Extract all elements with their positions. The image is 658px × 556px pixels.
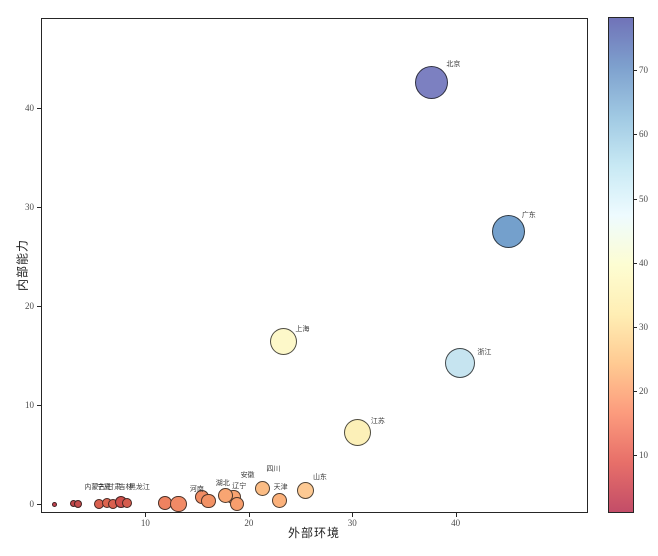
- data-bubble-山东: [297, 481, 315, 499]
- data-bubble-浙江: [444, 347, 475, 378]
- bubble-label: 江苏: [370, 416, 385, 425]
- y-tick-mark: [37, 108, 41, 110]
- data-bubble-天津: [272, 492, 288, 508]
- data-bubble-上海: [270, 328, 298, 356]
- data-bubble: [201, 493, 216, 509]
- data-bubble-北京: [415, 65, 449, 99]
- data-bubble-黑龙江: [121, 498, 132, 509]
- data-bubble-四川: [254, 480, 270, 496]
- data-bubble: [170, 495, 187, 513]
- colorbar-tick-mark: [634, 455, 637, 457]
- data-bubble-广东: [491, 215, 525, 249]
- bubble-label: 内蒙古: [84, 483, 106, 492]
- colorbar-tick-label: 10: [639, 450, 648, 461]
- x-tick-mark: [248, 513, 250, 517]
- y-tick-label: 30: [25, 202, 34, 213]
- bubble-label: 黑龙江: [128, 483, 150, 492]
- colorbar-tick-label: 70: [639, 65, 648, 76]
- y-tick-mark: [37, 207, 41, 209]
- bubble-label: 甘肃: [107, 483, 122, 492]
- colorbar-tick-mark: [634, 391, 637, 393]
- bubble-label: 宁夏: [96, 483, 111, 492]
- data-bubble-湖北: [217, 487, 233, 503]
- colorbar-tick-label: 50: [639, 193, 648, 204]
- bubble-label: 广东: [521, 211, 536, 219]
- data-bubble: [74, 500, 83, 509]
- bubble-label: 吉林: [118, 483, 133, 492]
- y-axis-label: 内部能力: [15, 238, 30, 292]
- x-tick-mark: [352, 513, 354, 517]
- data-bubble-江苏: [343, 419, 371, 447]
- colorbar-tick-label: 30: [639, 321, 648, 332]
- colorbar-tick-mark: [634, 262, 637, 264]
- colorbar-tick-mark: [634, 326, 637, 328]
- x-tick-label: 30: [347, 518, 357, 528]
- y-tick-mark: [37, 405, 41, 407]
- bubble-label: 天津: [273, 483, 288, 492]
- data-bubble: [51, 501, 57, 507]
- bubble-label: 北京: [446, 59, 461, 68]
- x-tick-mark: [455, 513, 457, 517]
- y-tick-label: 40: [25, 103, 34, 114]
- bubble-label: 山东: [312, 473, 327, 482]
- colorbar-tick-label: 20: [639, 386, 648, 397]
- y-tick-label: 0: [29, 499, 35, 510]
- bubble-label: 河南: [189, 485, 204, 494]
- y-tick-label: 20: [25, 301, 34, 312]
- y-tick-mark: [37, 306, 41, 308]
- colorbar-tick-mark: [634, 70, 637, 72]
- x-tick-mark: [145, 513, 147, 517]
- x-tick-label: 20: [244, 518, 254, 528]
- colorbar-tick-mark: [634, 198, 637, 200]
- bubble-label: 四川: [266, 465, 281, 474]
- y-tick-label: 10: [25, 400, 34, 411]
- y-tick-mark: [37, 504, 41, 506]
- bubble-label: 上海: [295, 324, 310, 333]
- x-tick-label: 10: [140, 518, 150, 528]
- x-axis-label: 外部环境: [287, 526, 341, 540]
- colorbar-tick-label: 60: [639, 129, 648, 140]
- bubble-label: 浙江: [477, 347, 492, 356]
- colorbar: [608, 17, 634, 513]
- colorbar-tick-label: 40: [639, 257, 648, 268]
- plot-area: [41, 18, 588, 513]
- x-tick-label: 40: [451, 518, 461, 528]
- bubble-label: 安徽: [240, 471, 255, 480]
- data-bubble-辽宁: [230, 497, 245, 512]
- bubble-label: 辽宁: [232, 482, 247, 491]
- bubble-label: 湖北: [215, 479, 230, 488]
- colorbar-tick-mark: [634, 134, 637, 136]
